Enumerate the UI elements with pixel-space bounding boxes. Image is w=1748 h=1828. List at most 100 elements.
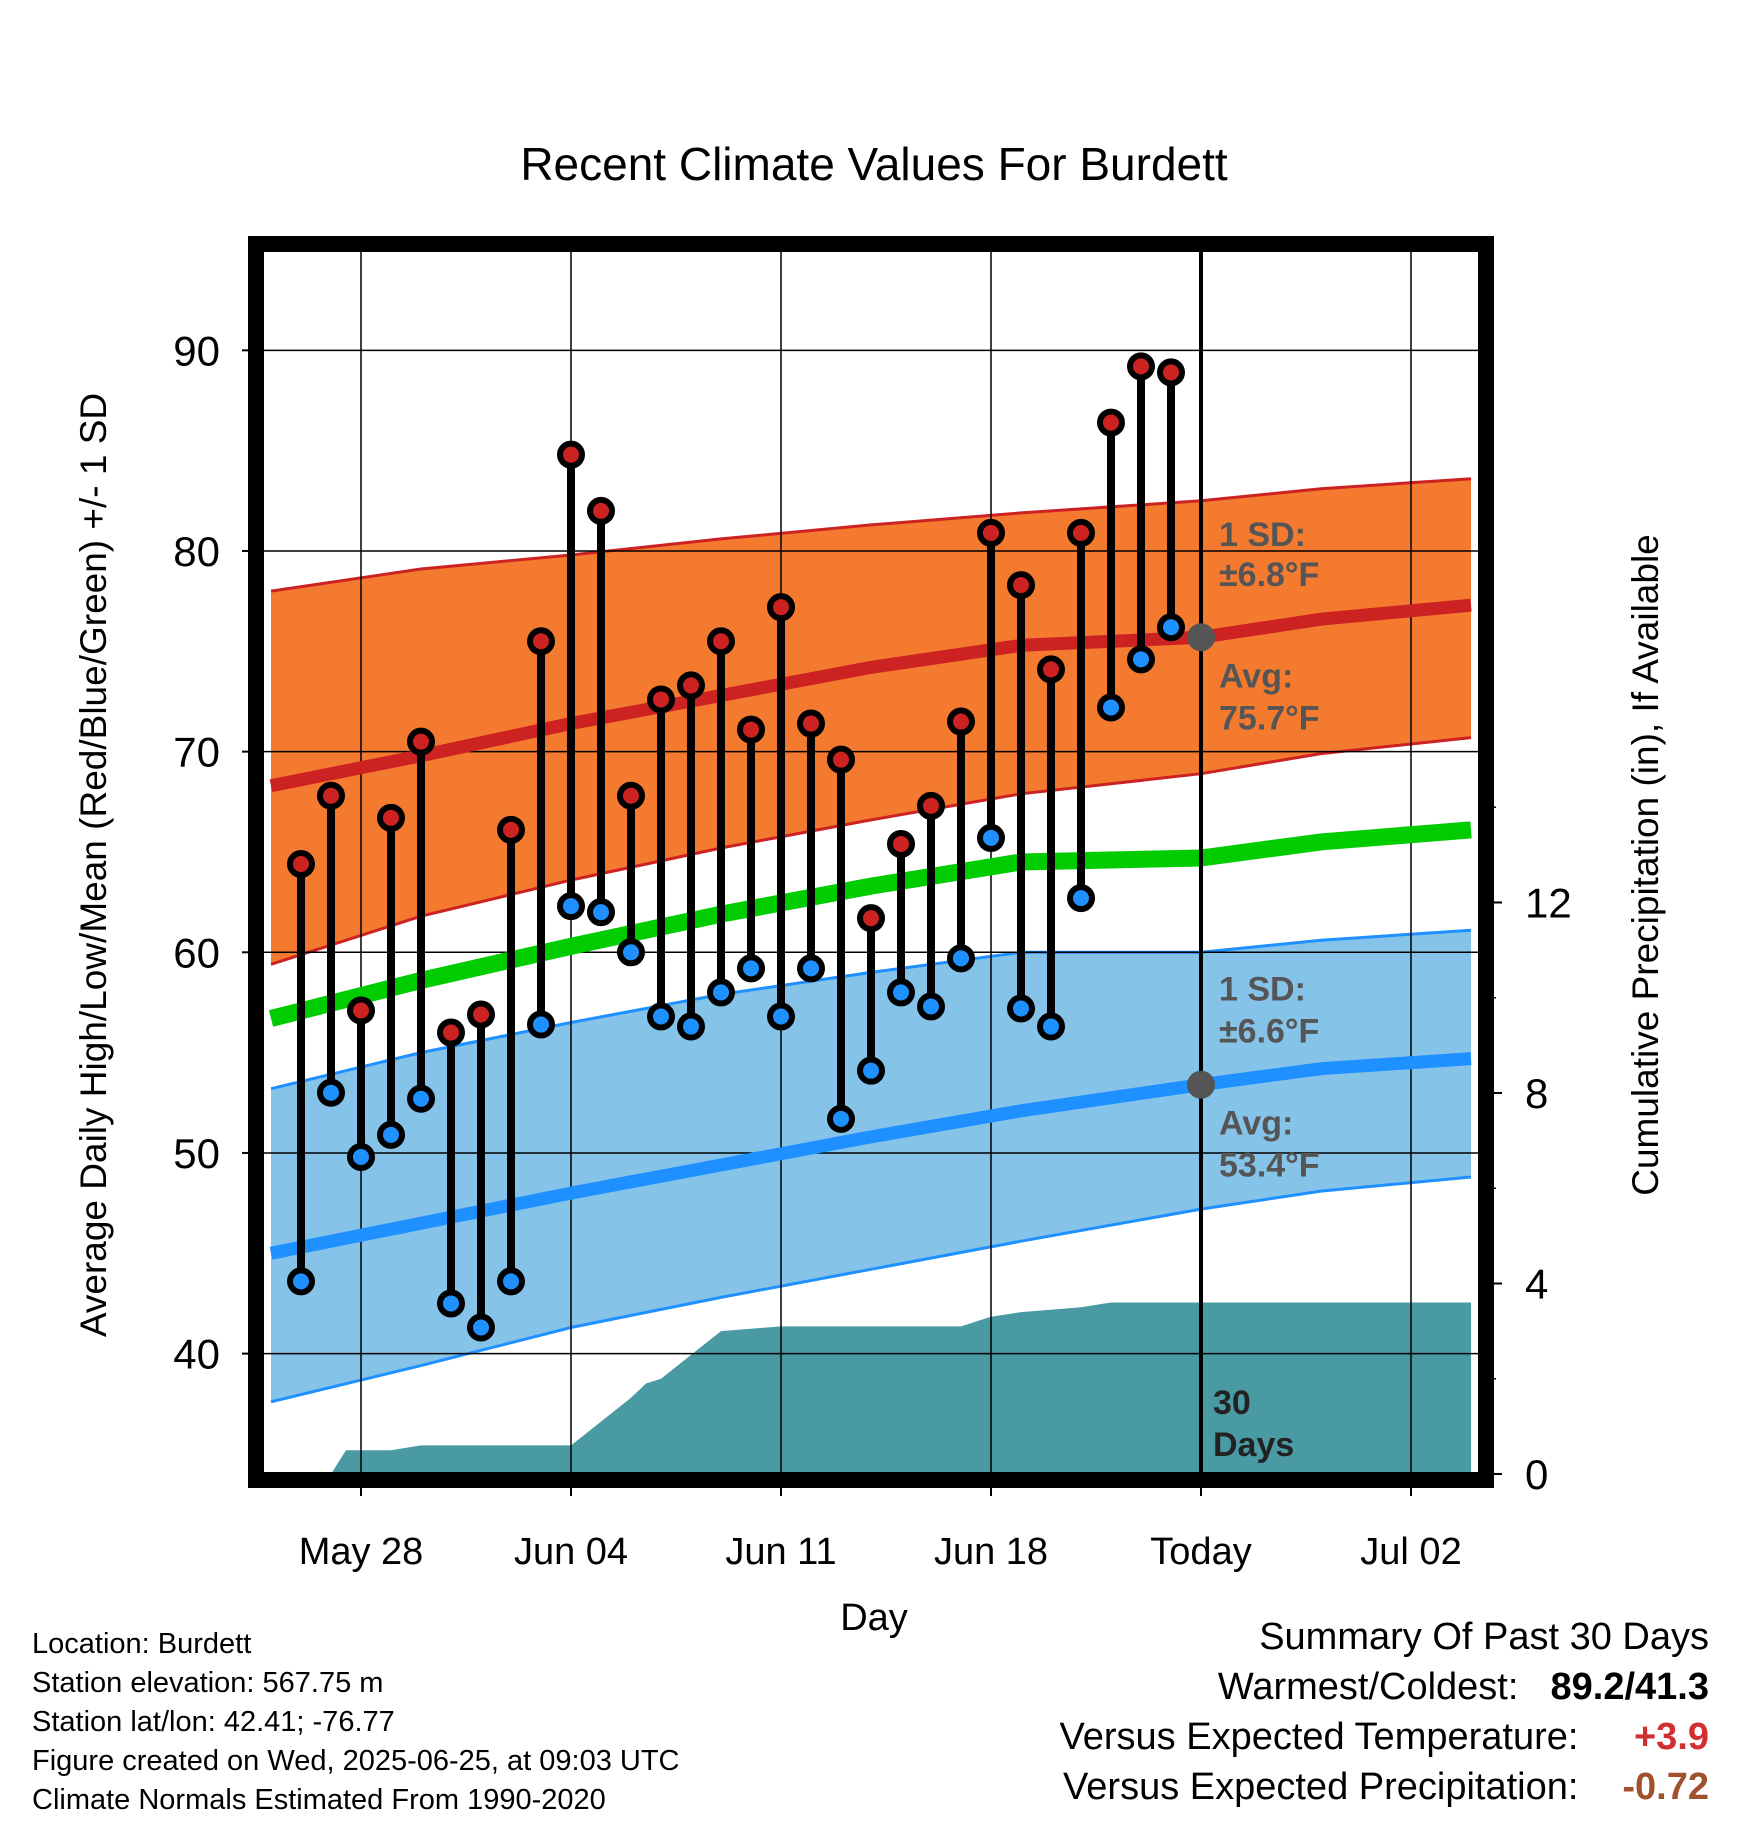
daily-high-point xyxy=(917,791,945,820)
daily-high-point xyxy=(947,707,975,736)
daily-low-point xyxy=(737,954,765,983)
daily-low-point xyxy=(887,978,915,1007)
summary-title: Summary Of Past 30 Days xyxy=(1259,1616,1709,1658)
daily-high-point xyxy=(1097,408,1125,437)
daily-high-point xyxy=(737,715,765,744)
daily-high-point xyxy=(1067,518,1095,547)
daily-low-point xyxy=(1007,994,1035,1023)
y-tick-label: 90 xyxy=(173,327,220,374)
normal-mean-line xyxy=(268,821,1472,1027)
y2-tick-label: 0 xyxy=(1525,1451,1548,1498)
location-text: Location: Burdett xyxy=(32,1628,252,1660)
daily-high-point xyxy=(707,627,735,656)
precip-value: -0.72 xyxy=(1622,1766,1709,1808)
daily-high-point xyxy=(857,904,885,933)
daily-high-point xyxy=(827,745,855,774)
normal-high-line xyxy=(269,598,1472,793)
low-sd-label: 1 SD: xyxy=(1219,970,1306,1008)
daily-high-point xyxy=(347,996,375,1025)
high-avg-label: Avg: xyxy=(1219,657,1293,695)
y2-tick-label: 4 xyxy=(1525,1260,1548,1307)
daily-high-point xyxy=(767,593,795,622)
days-count-word: Days xyxy=(1213,1426,1294,1464)
daily-low-point xyxy=(617,938,645,967)
daily-low-point xyxy=(917,992,945,1021)
daily-low-point xyxy=(287,1267,315,1296)
summary-warm-cold: Warmest/Coldest: 89.2/41.3 xyxy=(1060,1662,1709,1712)
daily-high-point xyxy=(1007,571,1035,600)
x-tick-label: Jun 04 xyxy=(514,1531,628,1573)
plot-inner xyxy=(262,250,1480,1474)
y2-axis-label: Cumulative Precipitation (in), If Availa… xyxy=(1625,534,1666,1196)
precip-label: Versus Expected Precipitation: xyxy=(1063,1766,1579,1808)
daily-low-point xyxy=(1067,884,1095,913)
today-low-avg-marker xyxy=(1187,1070,1215,1099)
normal-low-line xyxy=(269,1052,1472,1260)
daily-high-point xyxy=(527,627,555,656)
x-tick-label: Jun 11 xyxy=(725,1531,836,1573)
daily-low-point xyxy=(797,954,825,983)
daily-low-point xyxy=(317,1078,345,1107)
x-axis-label: Day xyxy=(840,1597,908,1639)
daily-low-point xyxy=(347,1142,375,1171)
chart-title: Recent Climate Values For Burdett xyxy=(520,138,1228,190)
daily-low-point xyxy=(1157,613,1185,642)
days-count-number: 30 xyxy=(1213,1384,1251,1422)
daily-high-point xyxy=(1037,655,1065,684)
daily-high-point xyxy=(977,518,1005,547)
high-avg-value: 75.7°F xyxy=(1219,699,1320,737)
daily-low-point xyxy=(527,1010,555,1039)
daily-low-point xyxy=(1127,645,1155,674)
y2-tick-label: 12 xyxy=(1525,879,1572,926)
daily-high-point xyxy=(497,815,525,844)
plot-frame xyxy=(248,236,1494,1488)
daily-high-point xyxy=(437,1018,465,1047)
daily-high-point xyxy=(287,850,315,879)
daily-low-point xyxy=(947,944,975,973)
x-tick-label: Jun 18 xyxy=(934,1531,1048,1573)
daily-high-point xyxy=(617,781,645,810)
y-tick-label: 70 xyxy=(173,729,220,776)
precip-area xyxy=(331,1302,1471,1474)
today-high-avg-marker xyxy=(1187,623,1215,652)
daily-high-point xyxy=(887,829,915,858)
daily-high-point xyxy=(557,440,585,469)
daily-low-point xyxy=(587,898,615,927)
daily-low-point xyxy=(647,1002,675,1031)
daily-high-point xyxy=(407,727,435,756)
high-sd-band-upper-edge xyxy=(270,477,1472,593)
y-tick-label: 60 xyxy=(173,929,220,976)
created-text: Figure created on Wed, 2025-06-25, at 09… xyxy=(32,1745,680,1777)
high-sd-value: ±6.8°F xyxy=(1219,556,1319,594)
daily-high-point xyxy=(377,803,405,832)
daily-low-point xyxy=(407,1084,435,1113)
temp-value: +3.9 xyxy=(1633,1716,1709,1758)
daily-low-point xyxy=(767,1002,795,1031)
y-axis-label: Average Daily High/Low/Mean (Red/Blue/Gr… xyxy=(73,393,114,1337)
daily-high-point xyxy=(797,709,825,738)
temp-label: Versus Expected Temperature: xyxy=(1059,1716,1579,1758)
daily-low-point xyxy=(707,978,735,1007)
summary-panel: Summary Of Past 30 Days Warmest/Coldest:… xyxy=(1060,1612,1709,1812)
x-tick-label: May 28 xyxy=(299,1531,424,1573)
latlon-text: Station lat/lon: 42.41; -76.77 xyxy=(32,1706,395,1738)
daily-low-point xyxy=(977,823,1005,852)
station-info: Location: Burdett Station elevation: 567… xyxy=(32,1625,680,1820)
daily-high-point xyxy=(467,1000,495,1029)
x-tick-label: Today xyxy=(1150,1531,1251,1573)
low-sd-value: ±6.6°F xyxy=(1219,1012,1319,1050)
y2-tick-label: 8 xyxy=(1525,1070,1548,1117)
high-sd-band-lower-edge xyxy=(270,736,1472,966)
low-avg-label: Avg: xyxy=(1219,1105,1293,1143)
low-avg-value: 53.4°F xyxy=(1219,1147,1320,1185)
x-tick-label: Jul 02 xyxy=(1360,1531,1461,1573)
summary-precip: Versus Expected Precipitation: -0.72 xyxy=(1060,1762,1709,1812)
elevation-text: Station elevation: 567.75 m xyxy=(32,1667,384,1699)
daily-low-point xyxy=(1097,693,1125,722)
daily-high-point xyxy=(647,685,675,714)
daily-high-point xyxy=(1157,358,1185,387)
daily-low-point xyxy=(497,1267,525,1296)
daily-low-point xyxy=(557,892,585,921)
normals-text: Climate Normals Estimated From 1990-2020 xyxy=(32,1784,606,1816)
